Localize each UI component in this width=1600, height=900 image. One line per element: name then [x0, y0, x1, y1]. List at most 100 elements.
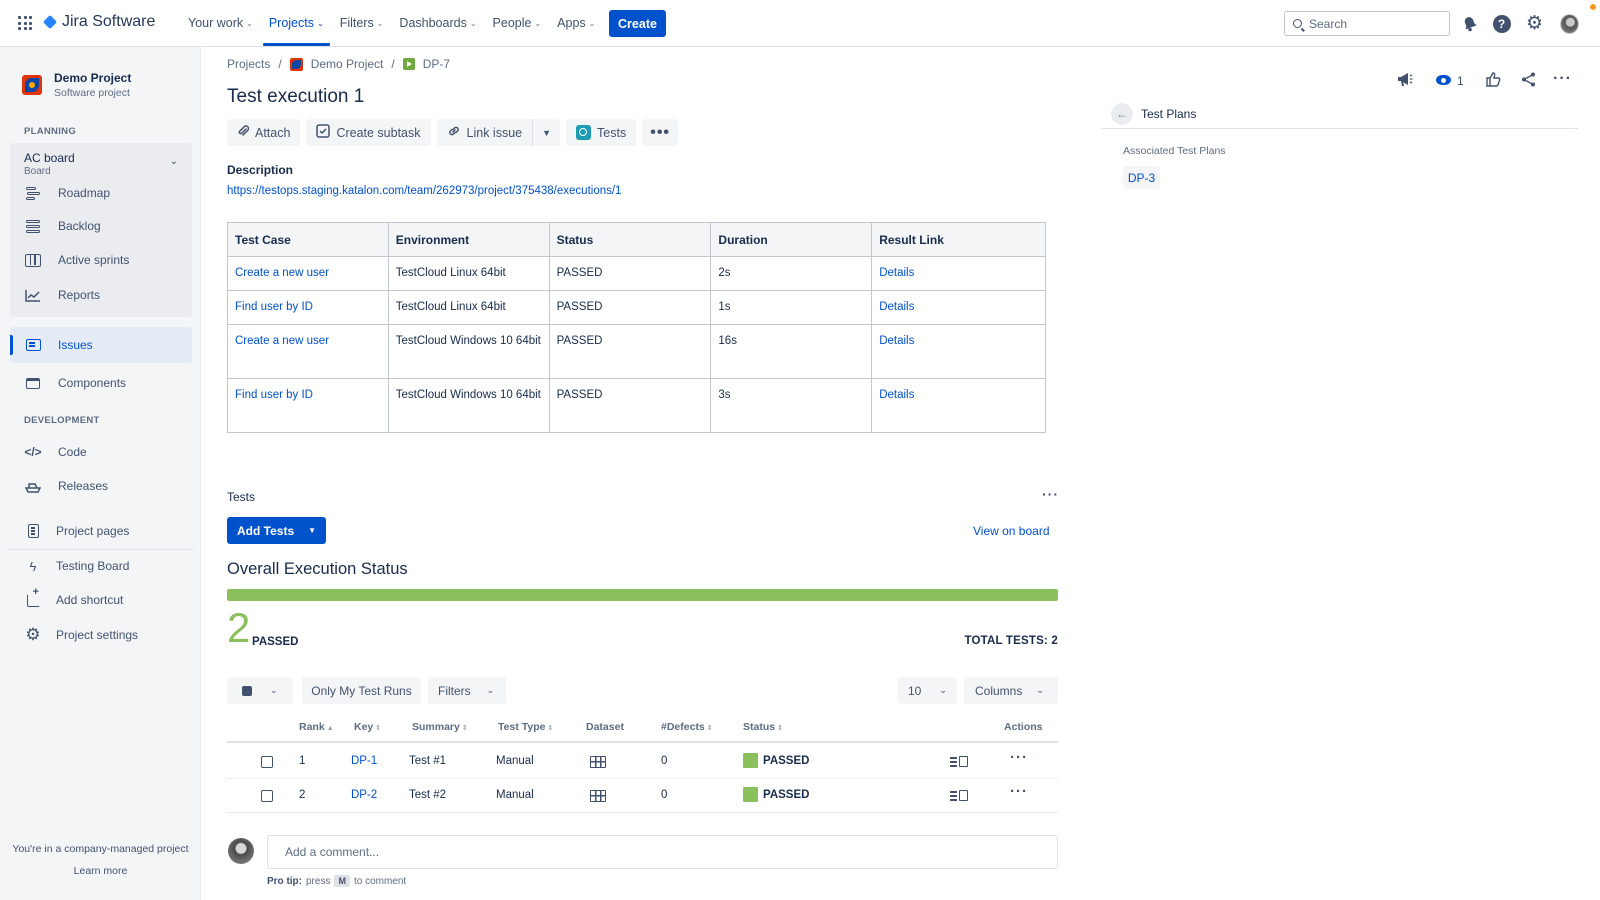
- add-tests-button[interactable]: Add Tests ▼: [227, 517, 326, 544]
- sidebar-item-backlog[interactable]: Backlog: [24, 211, 192, 241]
- description-link[interactable]: https://testops.staging.katalon.com/team…: [227, 185, 622, 197]
- sidebar-divider: [8, 549, 194, 550]
- status-cell: PASSED: [548, 290, 712, 325]
- avatar: [228, 838, 254, 864]
- column-status[interactable]: Status ⇕: [743, 721, 783, 733]
- comment-input[interactable]: Add a comment...: [267, 835, 1058, 869]
- row-more-icon[interactable]: ···: [1010, 749, 1028, 766]
- sidebar-item-active-sprints[interactable]: Active sprints: [24, 245, 192, 275]
- sidebar-item-code[interactable]: </> Code: [24, 437, 192, 467]
- summary-cell: Test #1: [409, 755, 447, 767]
- execution-details-icon[interactable]: [950, 790, 968, 802]
- learn-more-link[interactable]: Learn more: [73, 865, 128, 877]
- link-issue-button[interactable]: Link issue: [436, 119, 533, 146]
- columns-dropdown[interactable]: Columns ⌄: [964, 677, 1058, 704]
- chevron-down-icon: ⌄: [939, 685, 947, 695]
- sidebar-item-testing-board[interactable]: ϟ Testing Board: [24, 551, 192, 581]
- nav-your-work[interactable]: Your work ⌄: [180, 0, 261, 46]
- details-link[interactable]: Details: [879, 389, 915, 401]
- chevron-down-icon[interactable]: ⌄: [169, 156, 178, 167]
- status-text: PASSED: [763, 755, 810, 767]
- details-link[interactable]: Details: [879, 335, 915, 347]
- nav-dashboards[interactable]: Dashboards ⌄: [391, 0, 484, 46]
- execution-details-icon[interactable]: [950, 756, 968, 768]
- nav-projects[interactable]: Projects ⌄: [261, 0, 332, 46]
- dataset-table-icon[interactable]: [590, 790, 606, 802]
- breadcrumb-issue-key[interactable]: DP-7: [422, 57, 451, 71]
- create-subtask-button[interactable]: Create subtask: [306, 119, 431, 146]
- column-key[interactable]: Key ⇕: [354, 721, 381, 733]
- link-issue-dropdown[interactable]: ▼: [532, 119, 561, 146]
- search-input[interactable]: Search: [1284, 11, 1450, 36]
- test-case-link[interactable]: Create a new user: [235, 335, 329, 347]
- only-my-test-runs-button[interactable]: Only My Test Runs: [302, 677, 421, 704]
- link-icon: [447, 124, 461, 141]
- primary-nav: Your work ⌄ Projects ⌄ Filters ⌄ Dashboards…: [180, 0, 603, 46]
- details-link[interactable]: Details: [879, 301, 915, 313]
- issue-title[interactable]: Test execution 1: [227, 86, 365, 107]
- board-group: AC board Board ⌄: [10, 143, 192, 317]
- view-on-board-link[interactable]: View on board: [973, 524, 1050, 538]
- breadcrumb-project[interactable]: Demo Project: [310, 57, 384, 71]
- column-label: Test Type: [498, 721, 546, 733]
- test-case-link[interactable]: Find user by ID: [235, 301, 313, 313]
- thumbs-up-icon[interactable]: [1486, 72, 1501, 91]
- sidebar-item-add-shortcut[interactable]: Add shortcut: [24, 585, 192, 615]
- megaphone-icon[interactable]: [1396, 72, 1413, 91]
- attach-button[interactable]: Attach: [227, 119, 301, 146]
- key-link[interactable]: DP-2: [351, 789, 378, 801]
- environment-cell: TestCloud Windows 10 64bit: [387, 324, 550, 379]
- gear-icon: ⚙: [25, 625, 41, 644]
- sidebar-item-reports[interactable]: Reports: [24, 280, 192, 310]
- nav-label: Filters: [339, 16, 374, 30]
- column-summary[interactable]: Summary ⇕: [412, 721, 468, 733]
- app-switcher-icon[interactable]: [18, 16, 32, 30]
- notifications-icon[interactable]: [1460, 14, 1479, 33]
- row-more-icon[interactable]: ···: [1010, 783, 1028, 800]
- jira-logo[interactable]: Jira Software: [43, 13, 155, 31]
- dataset-table-icon[interactable]: [590, 756, 606, 768]
- back-arrow-icon[interactable]: ←: [1111, 103, 1133, 125]
- key-link[interactable]: DP-1: [351, 755, 378, 767]
- bulk-select-dropdown[interactable]: ⌄: [227, 677, 293, 704]
- settings-gear-icon[interactable]: ⚙: [1525, 14, 1544, 33]
- create-button[interactable]: Create: [609, 10, 666, 37]
- watch-eye-icon[interactable]: [1436, 75, 1451, 85]
- more-actions-button[interactable]: •••: [642, 119, 679, 146]
- defects-cell: 0: [661, 755, 668, 767]
- profile-avatar[interactable]: [1560, 13, 1579, 34]
- nav-people[interactable]: People ⌄: [485, 0, 550, 46]
- help-icon[interactable]: ?: [1492, 14, 1511, 33]
- column-defects[interactable]: #Defects ⇕: [661, 721, 713, 733]
- nav-apps[interactable]: Apps ⌄: [549, 0, 603, 46]
- sidebar-item-project-settings[interactable]: ⚙ Project settings: [24, 620, 192, 650]
- sidebar-item-releases[interactable]: Releases: [24, 471, 192, 501]
- test-case-link[interactable]: Create a new user: [235, 267, 329, 279]
- details-link[interactable]: Details: [879, 267, 915, 279]
- test-plan-chip[interactable]: DP-3: [1123, 166, 1160, 189]
- test-case-link[interactable]: Find user by ID: [235, 389, 313, 401]
- sidebar-item-label: Project pages: [56, 524, 130, 538]
- more-icon[interactable]: ···: [1553, 70, 1572, 87]
- sidebar-item-components[interactable]: Components: [24, 368, 192, 398]
- nav-filters[interactable]: Filters ⌄: [332, 0, 392, 46]
- sidebar-item-label: Code: [58, 445, 87, 459]
- tests-button[interactable]: Tests: [566, 119, 637, 146]
- tests-more-icon[interactable]: ···: [1042, 486, 1059, 502]
- row-checkbox[interactable]: [261, 756, 273, 768]
- column-rank[interactable]: Rank ▲: [299, 721, 334, 733]
- row-checkbox[interactable]: [261, 790, 273, 802]
- project-header[interactable]: Demo Project Software project: [22, 71, 131, 99]
- breadcrumb-projects[interactable]: Projects: [227, 57, 271, 71]
- sidebar-item-project-pages[interactable]: Project pages: [24, 516, 192, 546]
- sidebar-item-issues[interactable]: Issues: [10, 327, 192, 363]
- share-icon[interactable]: [1521, 72, 1536, 91]
- column-test-type[interactable]: Test Type ⇕: [498, 721, 553, 733]
- page-size-select[interactable]: 10 ⌄: [898, 677, 957, 704]
- filters-dropdown[interactable]: Filters ⌄: [428, 677, 506, 704]
- board-title[interactable]: AC board: [24, 151, 75, 165]
- table-row: Create a new user TestCloud Linux 64bit …: [227, 256, 1046, 291]
- sidebar-item-roadmap[interactable]: Roadmap: [24, 178, 192, 208]
- column-label: Summary: [412, 721, 460, 733]
- table-row: Find user by ID TestCloud Windows 10 64b…: [227, 378, 1046, 433]
